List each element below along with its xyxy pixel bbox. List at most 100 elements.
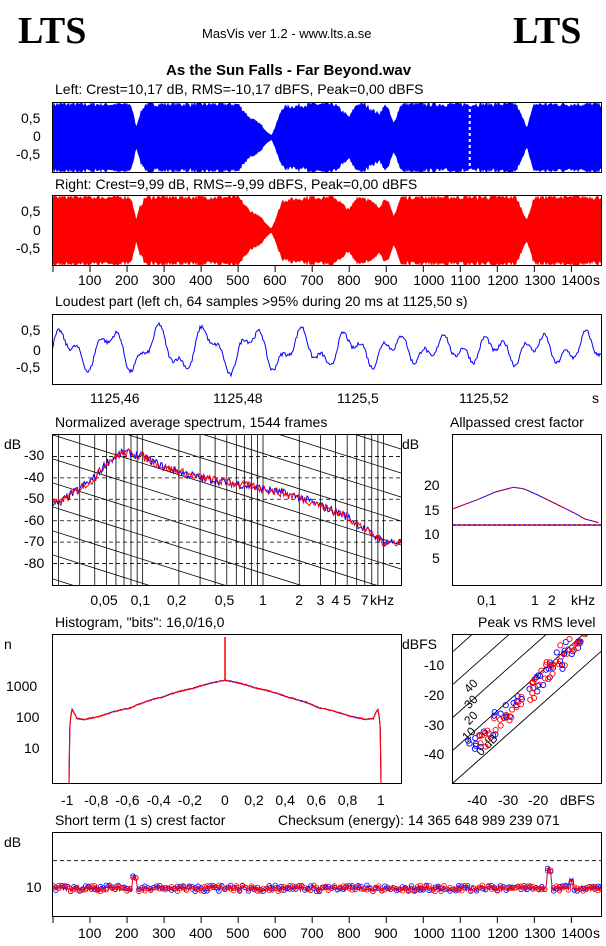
short-crest-point bbox=[426, 882, 432, 889]
short-crest-point bbox=[139, 884, 145, 891]
peak-rms-diagonal bbox=[453, 635, 584, 751]
short-crest-point bbox=[230, 887, 237, 894]
short-crest-point bbox=[586, 883, 592, 890]
time-tick-label: 1200 bbox=[487, 925, 519, 941]
short-crest-point bbox=[482, 886, 489, 892]
short-crest-point bbox=[390, 885, 397, 891]
short-crest-point bbox=[242, 885, 249, 891]
short-crest-point bbox=[198, 887, 204, 894]
short-crest-point bbox=[488, 882, 495, 889]
spectrum-slope-line bbox=[203, 435, 401, 498]
short-crest-point bbox=[494, 887, 501, 893]
spectrum-xtick: 0,1 bbox=[130, 592, 151, 608]
time-unit-label: s bbox=[593, 925, 600, 941]
short-crest-point bbox=[94, 887, 101, 894]
time-tick-label: 1200 bbox=[487, 272, 519, 288]
short-crest-point bbox=[340, 883, 346, 889]
peak-rms-point bbox=[529, 689, 536, 697]
peak-rms-point bbox=[492, 727, 499, 734]
peak-rms-point bbox=[497, 710, 504, 717]
crest-allpass-xunit: kHz bbox=[571, 592, 596, 608]
short-crest-point bbox=[76, 888, 83, 894]
histogram-xtick: -1 bbox=[61, 792, 74, 808]
app-title: MasVis ver 1.2 - www.lts.a.se bbox=[202, 26, 372, 41]
right-ytick: -0,5 bbox=[16, 240, 41, 256]
peak-rms-xtick: -20 bbox=[528, 792, 549, 808]
spectrum-ylabel: dB bbox=[4, 436, 22, 452]
loudest-ytick: -0,5 bbox=[16, 359, 41, 375]
peak-rms-point bbox=[558, 653, 565, 660]
crest-allpass-svg bbox=[453, 486, 601, 526]
short-crest-point bbox=[488, 886, 495, 892]
histogram-xtick: 0 bbox=[221, 792, 229, 808]
peak-rms-point bbox=[557, 642, 564, 649]
peak-rms-point bbox=[538, 667, 545, 674]
peak-rms-point bbox=[482, 743, 489, 750]
short-crest-point bbox=[183, 887, 189, 893]
short-crest-point bbox=[542, 886, 548, 893]
histogram-plot bbox=[52, 634, 402, 784]
short-crest-point bbox=[524, 883, 530, 889]
peak-rms-point bbox=[540, 681, 547, 689]
histogram-xtick: 0,8 bbox=[337, 792, 358, 808]
peak-rms-point bbox=[472, 740, 480, 747]
crest-allpass-ytick: 20 bbox=[424, 477, 440, 493]
peak-rms-point bbox=[472, 742, 479, 749]
spectrum-xtick: 4 bbox=[331, 592, 340, 608]
time-axis2-svg bbox=[52, 917, 572, 923]
short-crest-point bbox=[376, 883, 382, 889]
histogram-line bbox=[68, 679, 382, 783]
time-tick-label: 700 bbox=[300, 925, 324, 941]
short-crest-point bbox=[266, 887, 272, 893]
short-crest-point bbox=[405, 888, 412, 894]
spectrum-xtick: 2 bbox=[295, 592, 304, 608]
peak-rms-point bbox=[536, 681, 543, 688]
time-tick-label: 400 bbox=[189, 272, 213, 288]
time-tick-label: 600 bbox=[263, 272, 287, 288]
short-crest-point bbox=[225, 884, 231, 890]
left-waveform-plot bbox=[52, 102, 602, 173]
time-axis2-labels: 100 200 300 400 500 600 700 800 900 1000 1100 1200 1… bbox=[0, 925, 606, 943]
peak-rms-point bbox=[513, 703, 520, 711]
peak-rms-point bbox=[542, 675, 549, 682]
file-title: As the Sun Falls - Far Beyond.wav bbox=[166, 62, 412, 79]
time-tick-label: 500 bbox=[226, 925, 250, 941]
short-crest-point bbox=[156, 885, 163, 892]
peak-rms-ytick: -20 bbox=[424, 687, 445, 703]
peak-rms-point bbox=[465, 737, 472, 744]
waveform-area bbox=[53, 196, 601, 265]
spectrum-xunit: kHz bbox=[370, 592, 395, 608]
peak-rms-point bbox=[565, 646, 572, 653]
time-tick-label: 700 bbox=[300, 272, 324, 288]
peak-rms-diag-label: 20 bbox=[461, 708, 481, 728]
short-crest-point bbox=[568, 879, 575, 886]
crest-allpass-xtick: 1 bbox=[531, 592, 539, 608]
crest-allpass-xtick: 2 bbox=[548, 592, 556, 608]
spectrum-ytick: -80 bbox=[24, 554, 45, 571]
histogram-xtick: -0,8 bbox=[84, 792, 109, 808]
short-crest-point bbox=[592, 883, 598, 890]
crest-allpass-series-left bbox=[453, 486, 599, 524]
spectrum-slope-line bbox=[53, 506, 302, 585]
short-crest-point bbox=[349, 887, 355, 893]
short-crest-point bbox=[216, 888, 222, 894]
time-tick-label: 200 bbox=[115, 925, 139, 941]
peak-rms-point bbox=[518, 693, 525, 700]
short-crest-point bbox=[213, 884, 219, 890]
short-crest-point bbox=[142, 888, 148, 894]
short-crest-point bbox=[281, 883, 287, 890]
time-tick-label: 1400 bbox=[561, 925, 593, 941]
left-ytick: 0,5 bbox=[21, 110, 41, 126]
time-tick-label: 800 bbox=[337, 272, 361, 288]
peak-rms-point bbox=[491, 712, 498, 719]
peak-rms-xtick: -30 bbox=[498, 792, 519, 808]
short-crest-point bbox=[103, 887, 110, 893]
short-crest-point bbox=[228, 882, 234, 889]
right-waveform-plot bbox=[52, 195, 602, 266]
peak-rms-point bbox=[502, 702, 509, 709]
spectrum-xtick: 7 bbox=[360, 592, 369, 608]
short-crest-point bbox=[233, 883, 240, 889]
short-crest-point bbox=[174, 888, 181, 894]
peak-rms-point bbox=[484, 735, 491, 743]
